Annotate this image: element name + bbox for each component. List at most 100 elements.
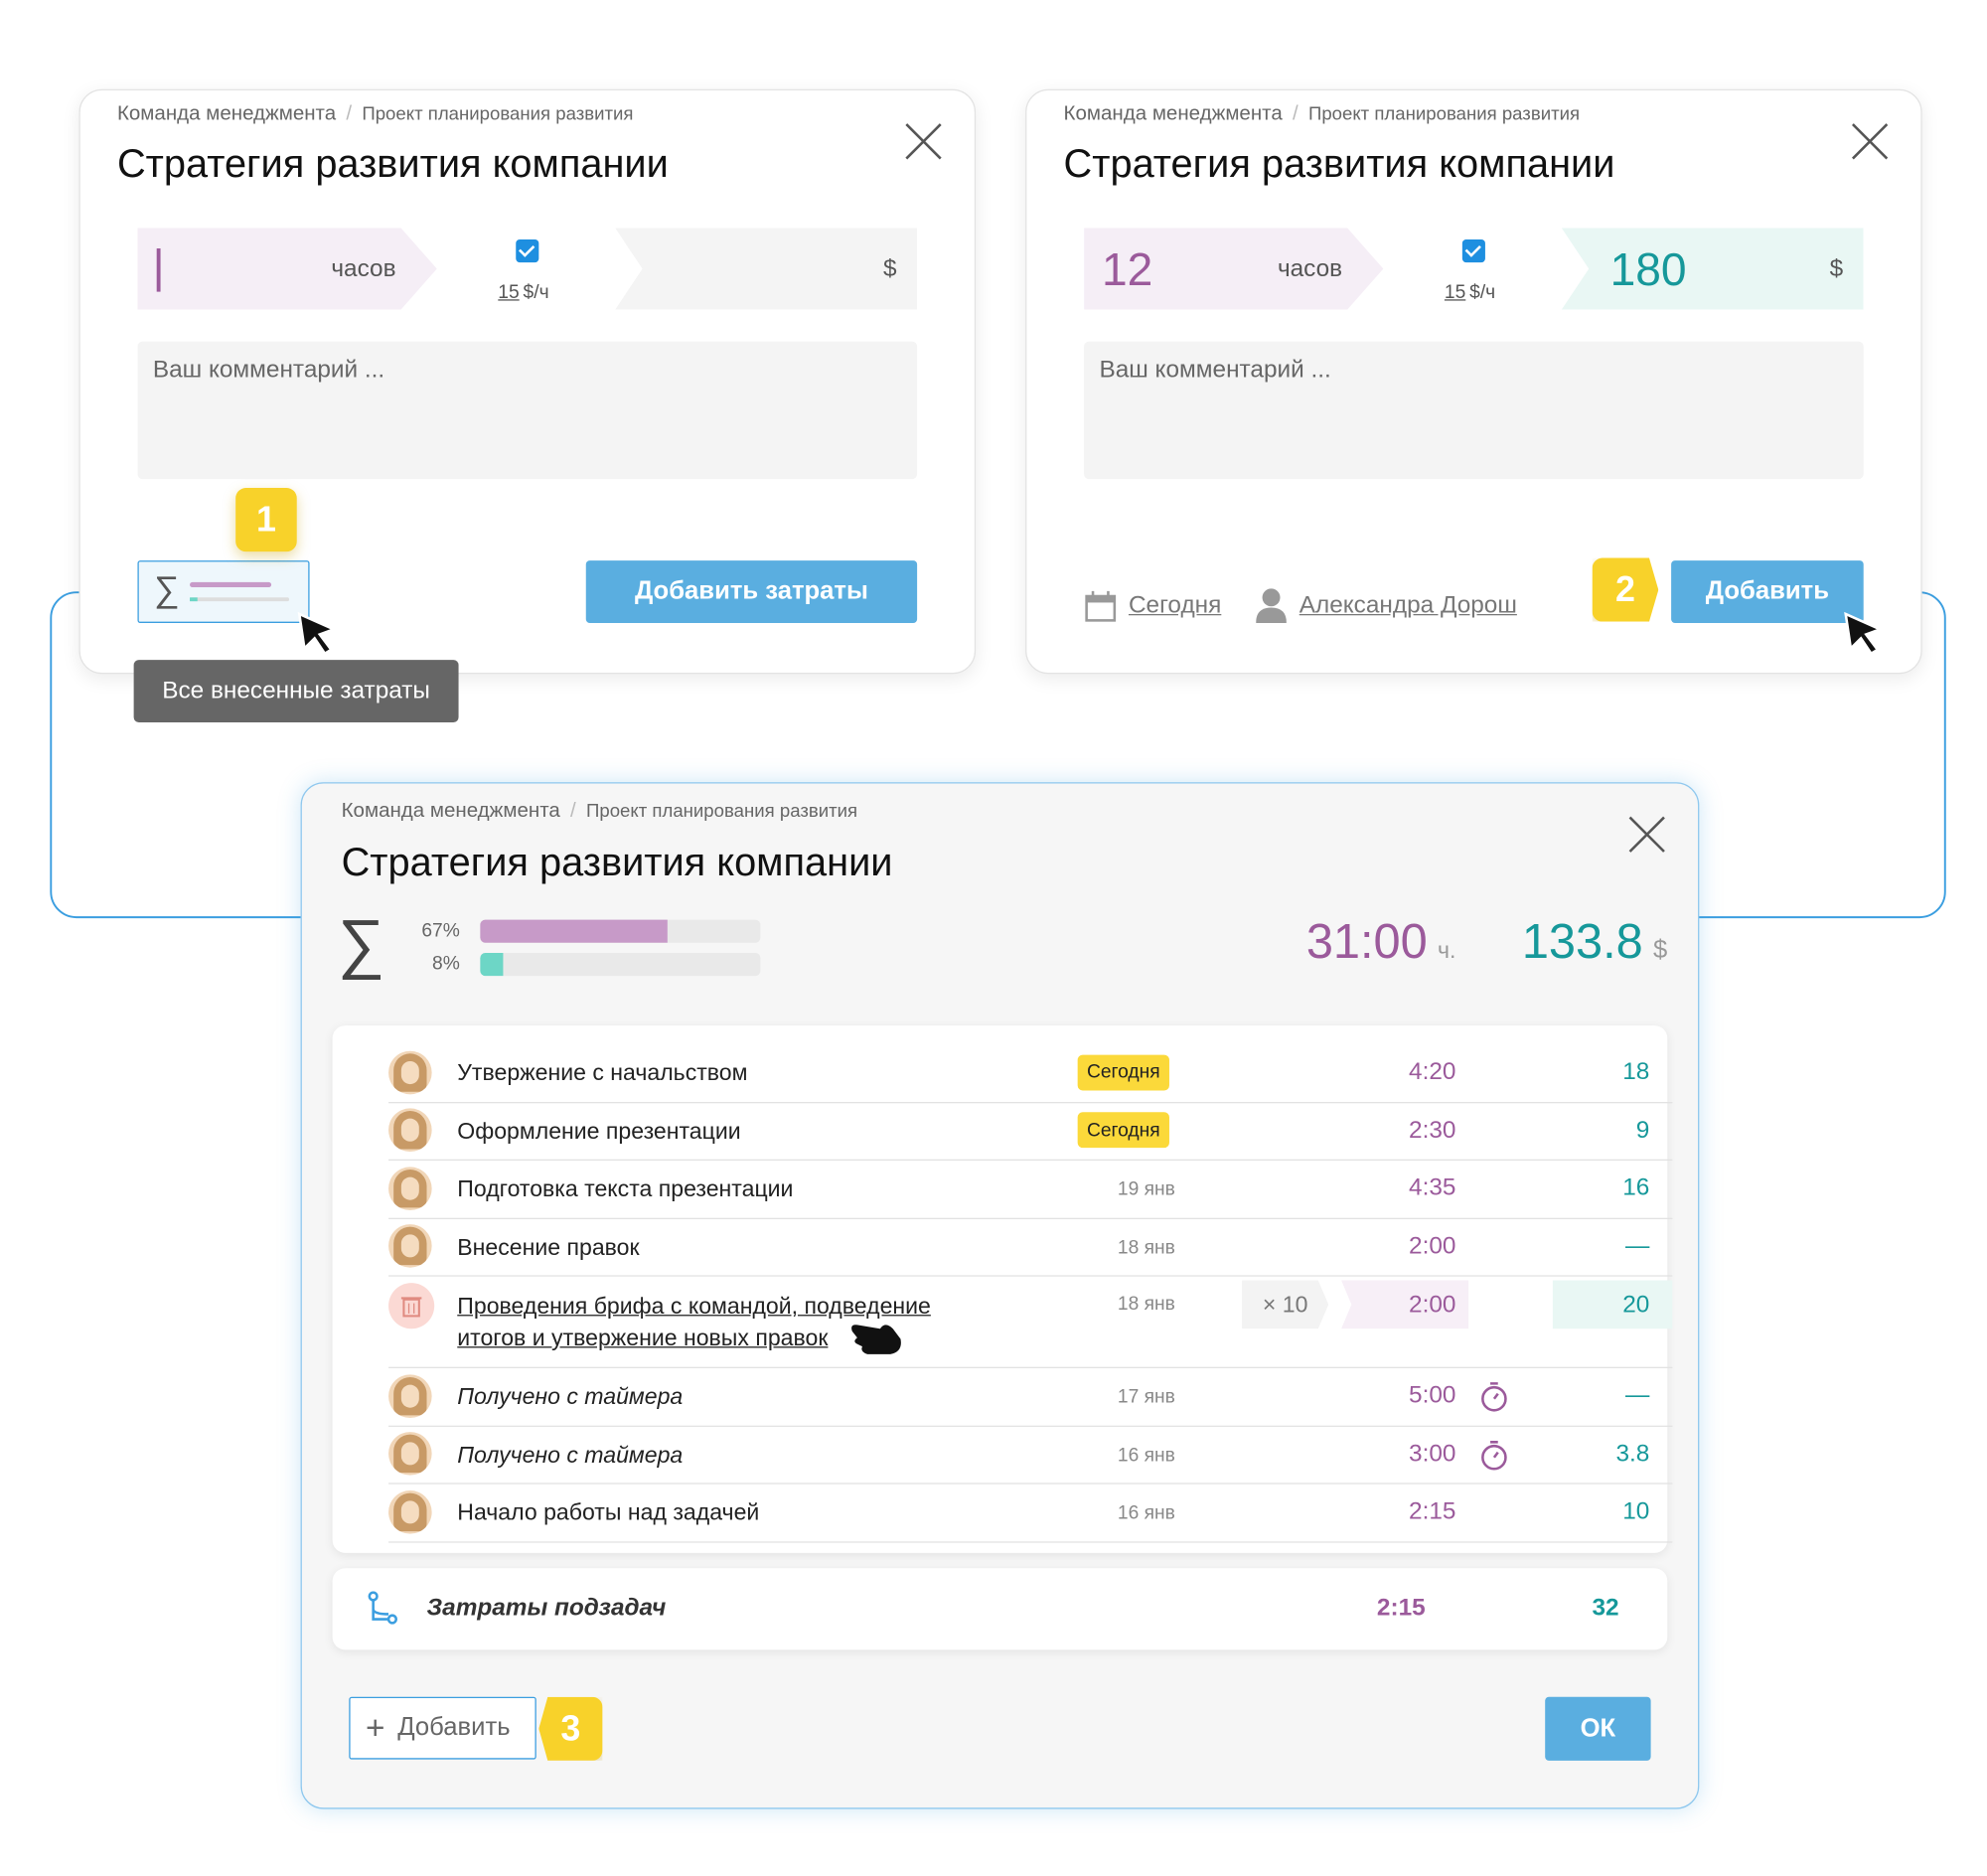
amount: 10 [1622,1497,1650,1525]
add-costs-button[interactable]: Добавить затраты [585,560,918,623]
hours-field[interactable]: часов [137,228,437,310]
time: 5:00 [1409,1382,1456,1410]
timer-icon [1479,1439,1510,1479]
comment[interactable]: Ваш комментарий ... [137,341,918,480]
task: Внесение правок [457,1233,640,1260]
add-button[interactable]: Добавить [1671,560,1864,623]
task: Подготовка текста презентации [457,1175,794,1202]
cursor [1844,611,1884,656]
close[interactable] [906,123,942,159]
checkbox[interactable] [516,239,539,263]
rate: 15 $/ч [1444,281,1496,304]
avatar [388,1167,432,1210]
amount: 18 [1622,1058,1650,1086]
task: Оформление презентации [457,1118,741,1144]
breadcrumb: Команда менеджмента / Проект планирования … [1063,102,1581,125]
amount-field[interactable]: 180 $ [1561,228,1864,310]
date: 16 янв [1117,1501,1175,1524]
task: Проведения брифа с командой, подведение … [457,1293,931,1351]
date: 19 янв [1117,1177,1175,1200]
date: 16 янв [1117,1444,1175,1467]
close[interactable] [1852,123,1888,159]
avatar [388,1224,432,1269]
close[interactable] [1629,817,1665,853]
sum-icon: ∑ [337,906,385,982]
dialog-3: Команда менеджмента / Проект планирования … [300,782,1700,1809]
total-hours: 31:00 ч. [1305,915,1456,970]
avatar [388,1374,432,1418]
amount: 9 [1635,1116,1650,1144]
dialog-2: Команда менеджмента / Проект планирования … [1025,88,1922,675]
dialog-1: Команда менеджмента / Проект планирования … [78,88,977,675]
cost-row: Подготовка текста презентации 19 янв 4:35 1… [388,1160,1673,1219]
title: Стратегия развития компании [1063,141,1615,187]
title: Стратегия развития компании [341,839,893,884]
hand-cursor [847,1314,906,1366]
breadcrumb: Команда менеджмента / Проект планирования … [116,102,634,125]
time: 2:00 [1409,1232,1456,1260]
date: 17 янв [1117,1385,1175,1408]
cost-row: Проведения брифа с командой, подведение … [388,1275,1673,1368]
timer-icon [1479,1381,1510,1421]
amount: — [1624,1382,1650,1410]
totals-button[interactable]: ∑ [137,560,310,623]
tooltip: Все внесенные затраты [133,660,459,722]
cost-row: Начало работы над задачей 16 янв 2:15 10 [388,1483,1673,1542]
time: 2:15 [1409,1497,1456,1525]
task: Начало работы над задачей [457,1499,760,1525]
breadcrumb: Команда менеджмента / Проект планирования … [341,800,858,822]
cost-row: Утвержение с начальством Сегодня 4:20 18 [388,1043,1673,1103]
amount: 20 [1622,1292,1650,1319]
step-badge: 3 [538,1696,603,1761]
subtasks-row: Затраты подзадач 2:15 32 [332,1568,1668,1650]
rate: 15 $/ч [498,281,549,304]
checkbox[interactable] [1461,239,1485,263]
add-button[interactable]: + Добавить [349,1696,536,1760]
step-badge: 2 [1592,557,1659,622]
date: 18 янв [1117,1236,1175,1259]
progress-bar [480,919,669,943]
cost-row: Внесение правок 18 янв 2:00 — [388,1217,1673,1277]
delete-icon [388,1283,435,1329]
progress-track [480,919,761,943]
progress-bar [480,953,503,977]
progress-label: 8% [432,953,460,975]
avatar [388,1432,432,1476]
comment[interactable]: Ваш комментарий ... [1084,341,1864,480]
task: Утвержение с начальством [457,1059,748,1086]
time: 2:00 [1409,1292,1456,1319]
total-amount: 133.8 $ [1521,915,1668,970]
progress-track [480,953,761,977]
avatar [388,1050,432,1095]
amount: — [1624,1232,1650,1260]
cost-row: Получено с таймера 17 янв 5:00 — [388,1367,1673,1427]
amount-field[interactable]: $ [615,228,918,310]
date-link[interactable]: Сегодня [1128,592,1222,620]
date-tag: Сегодня [1077,1054,1169,1091]
hours-field[interactable]: 12 часов [1084,228,1384,310]
user-icon [1256,588,1287,623]
multiplier: × 10 [1242,1280,1329,1329]
date-tag: Сегодня [1077,1112,1169,1149]
time: 4:35 [1409,1174,1456,1202]
time: 4:20 [1409,1058,1456,1086]
cost-row: Получено с таймера 16 янв 3:00 3.8 [388,1425,1673,1485]
amount-field [1552,1280,1673,1329]
avatar [388,1108,432,1153]
ok-button[interactable]: ОК [1545,1696,1651,1761]
cost-row: Оформление презентации Сегодня 2:30 9 [388,1101,1673,1161]
user-link[interactable]: Александра Дорош [1299,592,1517,620]
cursor [297,611,338,656]
amount: 3.8 [1615,1440,1650,1468]
step-badge: 1 [235,488,297,552]
amount: 16 [1622,1174,1650,1202]
calendar-icon [1085,590,1117,622]
progress-label: 67% [421,919,460,942]
date: 18 янв [1117,1293,1175,1316]
title: Стратегия развития компании [116,141,669,187]
time: 3:00 [1409,1440,1456,1468]
time: 2:30 [1409,1116,1456,1144]
task: Получено с таймера [457,1441,684,1468]
task: Получено с таймера [457,1383,684,1410]
